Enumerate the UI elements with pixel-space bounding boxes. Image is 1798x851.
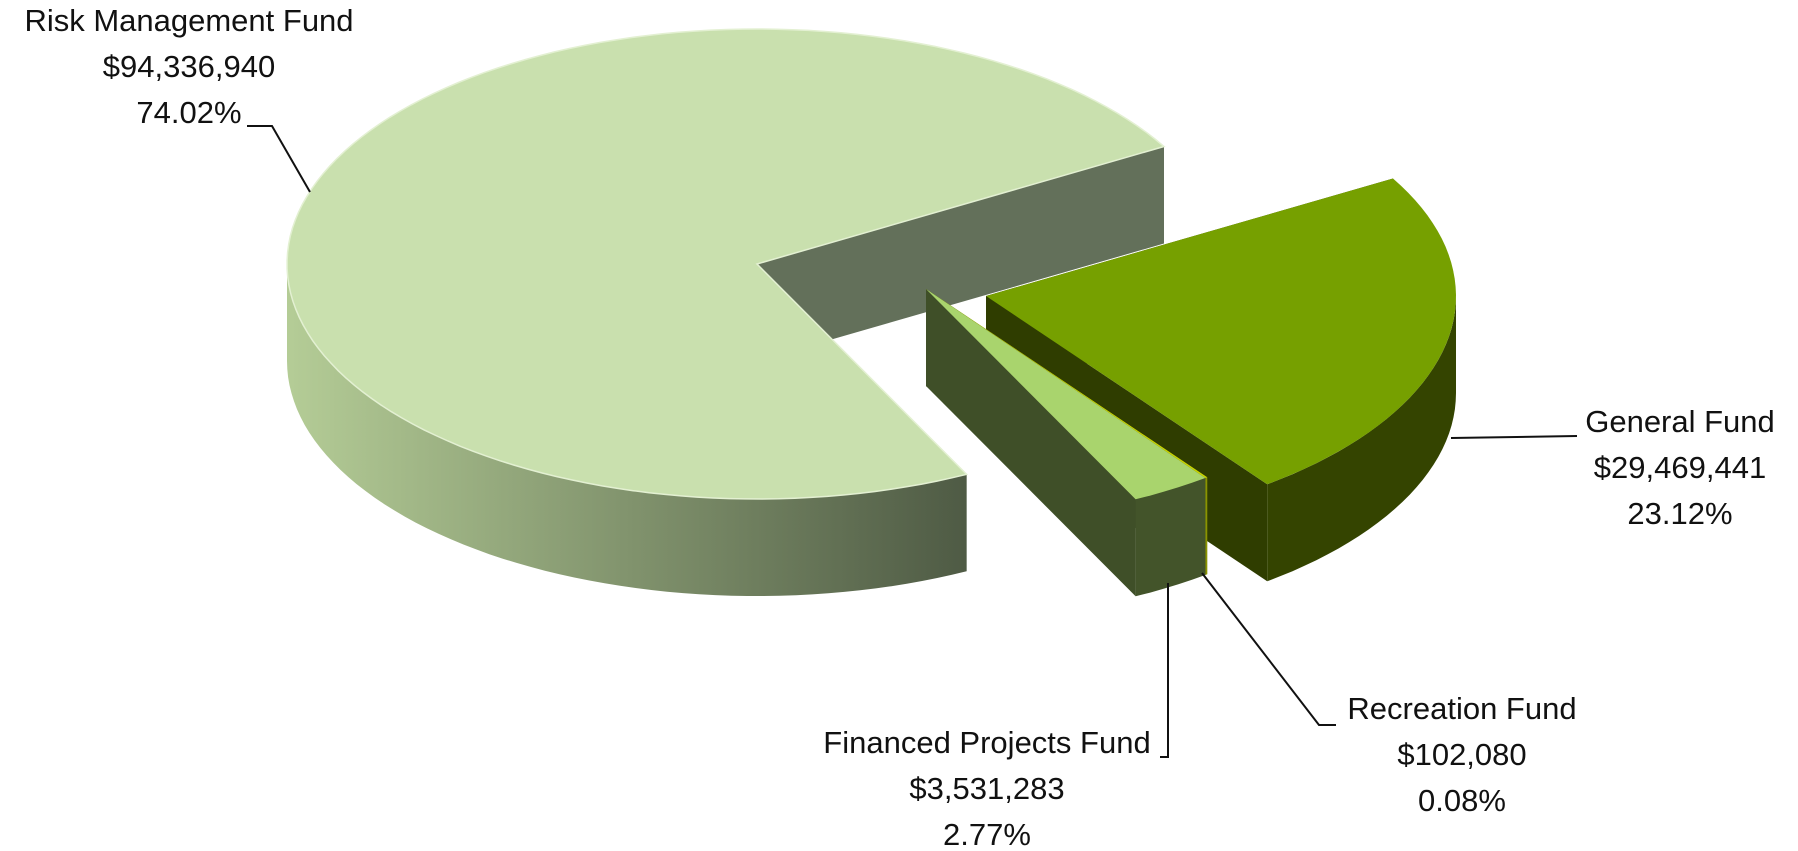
leader-line: [1201, 572, 1336, 726]
leader-line: [1160, 583, 1169, 758]
slice-top: [986, 178, 1456, 485]
leader-line: [247, 125, 311, 193]
slice-side: [1135, 478, 1206, 597]
value-label: $29,469,441: [1594, 450, 1766, 485]
slice: [286, 28, 1166, 596]
labels: General Fund $29,469,441 23.12% Recreation …: [24, 3, 1774, 851]
leader-line: [1450, 435, 1578, 439]
percent-label: 74.02%: [136, 95, 241, 130]
percent-label: 23.12%: [1627, 496, 1732, 531]
percent-label: 2.77%: [943, 817, 1031, 851]
category-label: General Fund: [1585, 404, 1775, 439]
slice-top: [286, 28, 1166, 500]
slice-face: [757, 146, 1164, 361]
category-label: Recreation Fund: [1347, 691, 1576, 726]
slice-side: [287, 264, 967, 596]
value-label: $94,336,940: [103, 49, 275, 84]
slice-side: [1205, 477, 1208, 575]
slice: [926, 289, 1206, 597]
slice-top: [926, 289, 1206, 500]
percent-label: 0.08%: [1418, 783, 1506, 818]
category-label: Risk Management Fund: [24, 3, 353, 38]
slice-top: [926, 289, 1208, 478]
slice-face: [926, 289, 1136, 597]
value-label: $102,080: [1397, 737, 1526, 772]
pie: [286, 28, 1456, 597]
slice-side: [1267, 296, 1456, 582]
value-label: $3,531,283: [909, 771, 1064, 806]
category-label: Financed Projects Fund: [823, 725, 1150, 760]
